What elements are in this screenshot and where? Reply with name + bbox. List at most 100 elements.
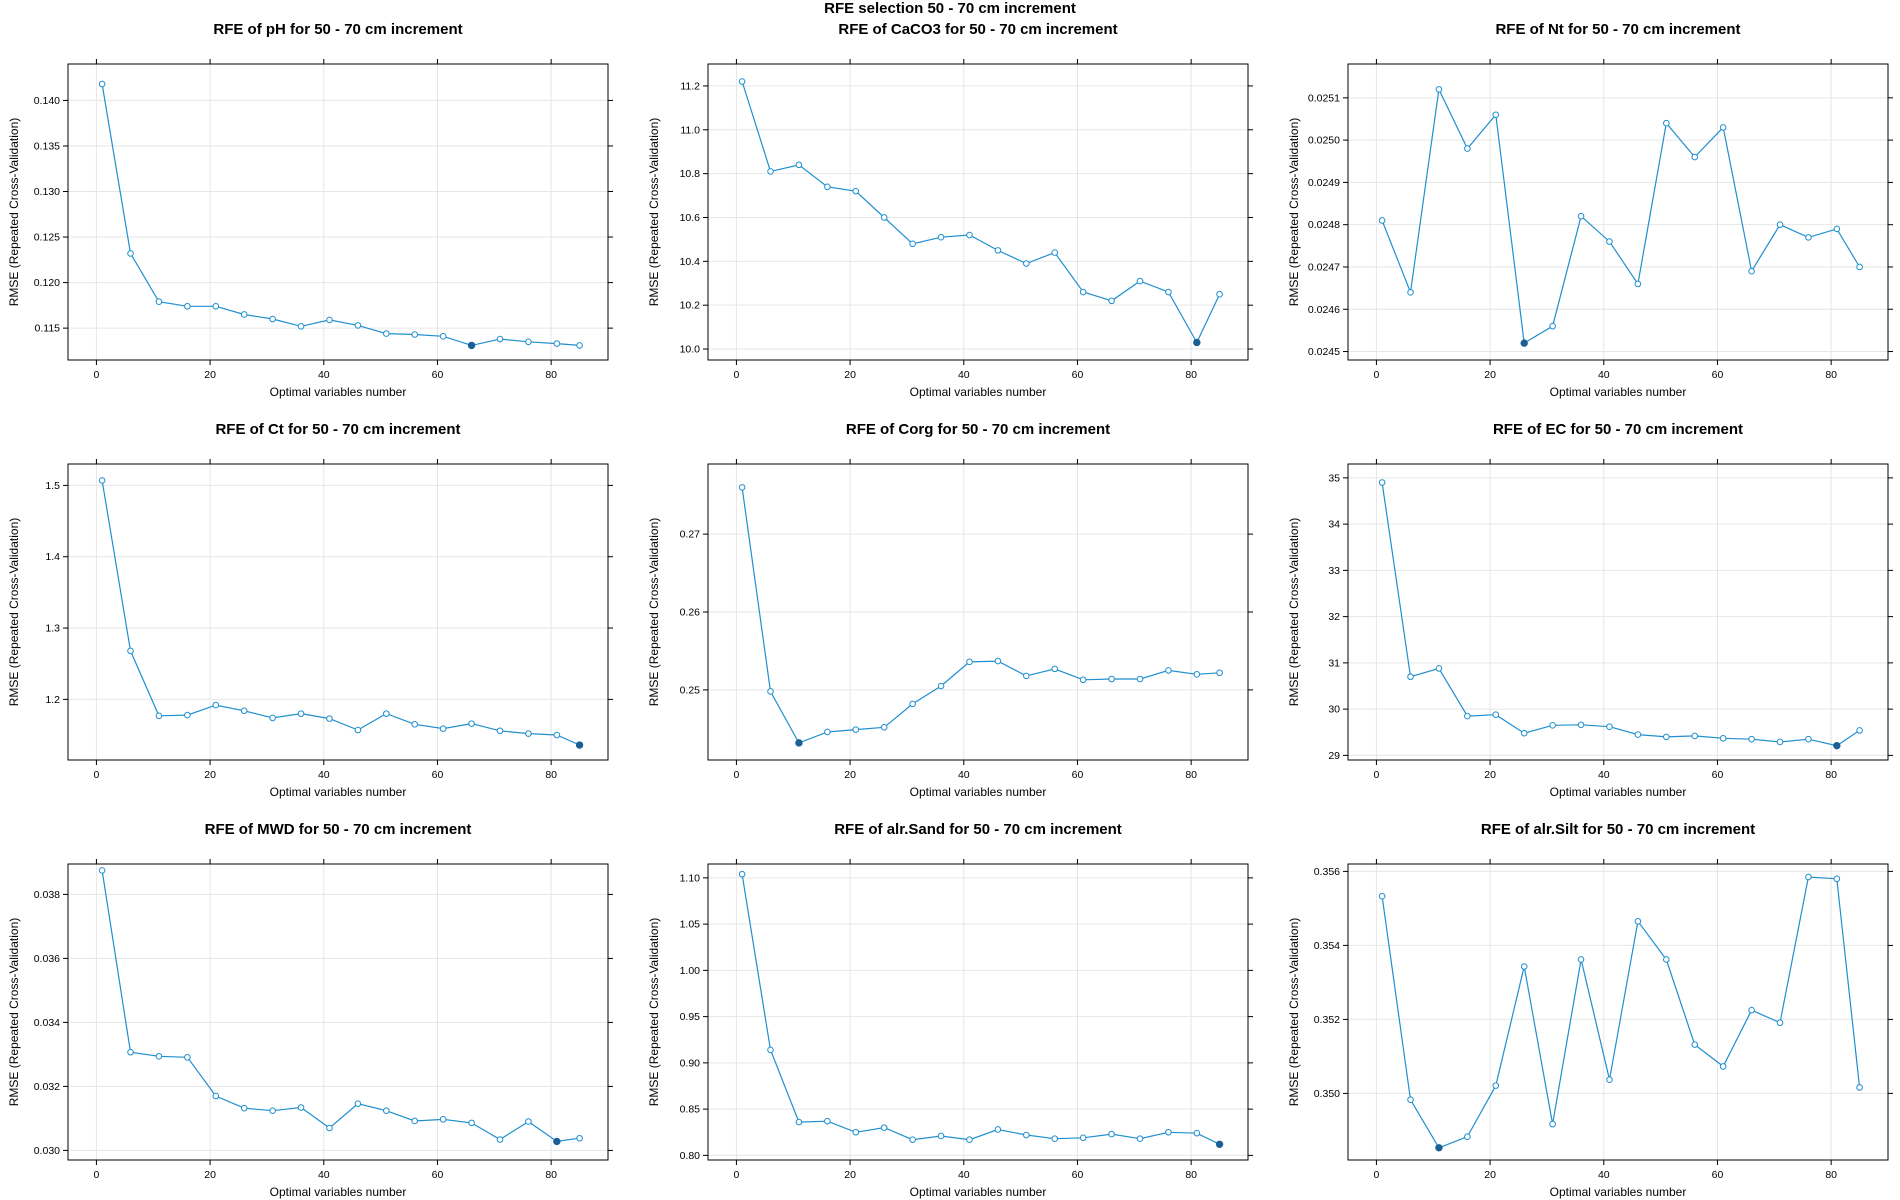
x-tick-label: 60	[1712, 1169, 1724, 1181]
data-point	[1407, 289, 1414, 296]
x-tick-label: 40	[958, 369, 970, 381]
x-tick-label: 20	[844, 769, 856, 781]
y-tick-label: 34	[1328, 519, 1340, 531]
x-tick-label: 40	[958, 1169, 970, 1181]
data-point	[496, 1136, 504, 1143]
y-tick-label: 10.6	[680, 212, 701, 224]
best-point	[1833, 741, 1841, 750]
data-point	[1856, 727, 1863, 734]
y-tick-label: 0.85	[680, 1104, 701, 1116]
data-point	[184, 302, 191, 310]
data-point	[767, 1046, 774, 1054]
data-point	[212, 701, 220, 709]
y-tick-label: 10.0	[680, 344, 701, 356]
y-tick-label: 0.25	[680, 684, 701, 696]
data-point	[525, 730, 532, 737]
y-tick-label: 1.5	[45, 480, 60, 492]
y-tick-label: 0.0247	[1308, 261, 1340, 273]
data-point	[1663, 119, 1670, 127]
data-point	[1108, 675, 1115, 683]
y-tick-label: 31	[1328, 657, 1340, 669]
best-point	[1193, 338, 1201, 347]
data-point	[1435, 665, 1443, 672]
chart-svg: RFE of Nt for 50 - 70 cm increment 0 20 40 6…	[1287, 21, 1893, 399]
data-point	[966, 231, 973, 239]
data-point	[966, 1136, 973, 1143]
data-point	[1023, 260, 1030, 267]
data-point	[439, 725, 447, 732]
data-point	[1719, 734, 1727, 742]
x-tick-label: 40	[318, 1169, 330, 1181]
chart-panel: RFE of CaCO3 for 50 - 70 cm increment 0 20…	[640, 0, 1260, 400]
series-line	[1381, 87, 1861, 345]
data-point	[411, 331, 419, 338]
data-point	[212, 302, 220, 310]
data-point	[1606, 238, 1613, 245]
x-tick-label: 80	[545, 769, 557, 781]
chart-title: RFE of Nt for 50 - 70 cm increment	[1495, 21, 1740, 38]
x-tick-label: 60	[1712, 369, 1724, 381]
data-point	[1378, 892, 1386, 900]
data-point	[297, 710, 305, 717]
data-point	[937, 682, 945, 690]
data-point	[1776, 221, 1784, 228]
y-tick-label: 1.2	[45, 694, 60, 706]
data-point	[1492, 711, 1500, 718]
chart-svg: RFE of Corg for 50 - 70 cm increment 0 20 4…	[647, 421, 1253, 799]
data-point	[1776, 738, 1784, 746]
data-point	[240, 311, 248, 318]
data-point	[767, 688, 774, 695]
chart-svg: RFE of alr.Sand for 50 - 70 cm increment…	[647, 821, 1253, 1199]
data-point	[1663, 956, 1670, 963]
x-axis-label: Optimal variables number	[270, 1185, 407, 1199]
data-point	[1492, 111, 1500, 119]
x-tick-label: 20	[1484, 1169, 1496, 1181]
x-tick-label: 20	[844, 1169, 856, 1181]
data-point	[1193, 671, 1201, 678]
data-point	[1833, 875, 1841, 883]
y-tick-label: 0.130	[34, 186, 60, 198]
data-point	[852, 187, 860, 195]
y-tick-label: 0.27	[680, 529, 701, 541]
chart-title: RFE of EC for 50 - 70 cm increment	[1493, 421, 1743, 438]
x-tick-label: 40	[318, 769, 330, 781]
data-point	[1464, 145, 1471, 152]
y-tick-label: 33	[1328, 565, 1340, 577]
data-point	[1577, 721, 1585, 729]
series-line	[741, 874, 1220, 1145]
x-tick-label: 60	[432, 1169, 444, 1181]
y-axis-label: RMSE (Repeated Cross-Validation)	[1287, 918, 1301, 1107]
data-point	[1549, 1120, 1556, 1128]
y-tick-label: 0.125	[34, 232, 60, 244]
x-axis-label: Optimal variables number	[910, 785, 1047, 799]
best-point	[795, 739, 803, 747]
y-axis-label: RMSE (Repeated Cross-Validation)	[7, 918, 21, 1107]
data-point	[1079, 288, 1087, 296]
y-tick-label: 0.356	[1314, 866, 1340, 878]
data-point	[1108, 1130, 1115, 1138]
x-tick-label: 60	[1072, 1169, 1084, 1181]
data-point	[383, 1107, 390, 1115]
x-tick-label: 60	[1072, 369, 1084, 381]
data-point	[269, 1107, 276, 1115]
y-axis-label: RMSE (Repeated Cross-Validation)	[647, 118, 661, 307]
plot-frame	[67, 463, 609, 761]
chart-svg: RFE of alr.Silt for 50 - 70 cm increment…	[1287, 821, 1893, 1199]
data-point	[1378, 479, 1386, 486]
y-tick-label: 30	[1328, 704, 1340, 716]
data-point	[1216, 669, 1223, 677]
data-point	[1719, 1063, 1727, 1070]
y-tick-label: 32	[1328, 611, 1340, 623]
x-axis-label: Optimal variables number	[1550, 1185, 1687, 1199]
y-tick-label: 0.135	[34, 140, 60, 152]
data-point	[1407, 1096, 1414, 1103]
y-tick-label: 11.0	[680, 124, 700, 136]
chart-svg: RFE of pH for 50 - 70 cm increment 0 20 40 6…	[7, 21, 613, 399]
chart-title: RFE of alr.Sand for 50 - 70 cm increment	[834, 821, 1122, 838]
data-point	[1634, 918, 1642, 925]
data-point	[1079, 1134, 1087, 1142]
data-point	[852, 726, 860, 733]
data-point	[1464, 712, 1471, 720]
data-point	[1378, 217, 1386, 224]
